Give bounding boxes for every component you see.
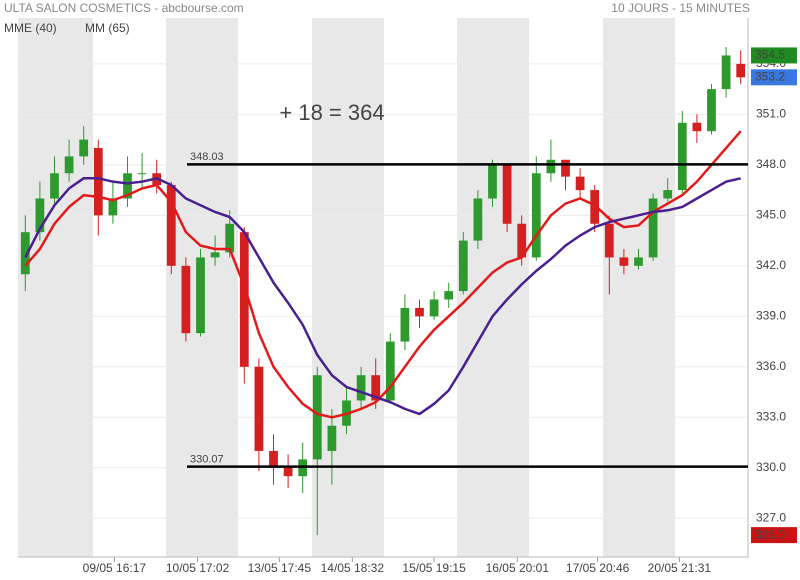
- candle-body: [137, 173, 147, 175]
- candle-body: [604, 223, 614, 258]
- x-tick-label: 14/05 18:32: [321, 561, 385, 575]
- candle-body: [634, 257, 643, 266]
- price-marker: [751, 47, 797, 64]
- candle-body: [488, 164, 497, 199]
- x-tick-label: 09/05 16:17: [83, 561, 147, 575]
- candle-body: [517, 223, 527, 258]
- y-tick-label: 345.0: [756, 208, 786, 222]
- candle-body: [108, 198, 118, 216]
- candle-body: [283, 467, 293, 477]
- annotation: + 18 = 364: [279, 100, 384, 125]
- shade: [603, 18, 675, 557]
- candle-body: [546, 159, 556, 174]
- candle-body: [444, 291, 454, 300]
- y-tick-label: 339.0: [756, 308, 786, 322]
- candle-body: [458, 240, 468, 292]
- candle-body: [415, 307, 424, 317]
- candle-body: [429, 299, 439, 317]
- candle-body: [371, 375, 381, 401]
- y-tick-label: 342.0: [756, 258, 786, 272]
- candle-body: [356, 375, 366, 401]
- y-tick-label: 348.0: [756, 157, 786, 171]
- candle-body: [721, 55, 731, 90]
- x-tick-label: 10/05 17:02: [166, 561, 230, 575]
- legend-entry: MME (40): [4, 21, 57, 35]
- candle-body: [50, 173, 59, 199]
- x-tick-label: 13/05 17:45: [248, 561, 312, 575]
- candle-body: [181, 265, 191, 334]
- candle-body: [254, 366, 264, 451]
- candle-body: [707, 89, 716, 132]
- candle-body: [64, 156, 74, 174]
- y-tick-label: 333.0: [756, 409, 786, 423]
- candle-body: [210, 252, 220, 258]
- y-tick-label: 336.0: [756, 359, 786, 373]
- candle-body: [35, 198, 45, 233]
- price-marker-label: 354.5: [755, 48, 785, 62]
- candle-body: [648, 198, 658, 258]
- x-tick-label: 20/05 21:31: [648, 561, 712, 575]
- candle-body: [736, 63, 746, 78]
- price-marker: [751, 527, 797, 544]
- candle-body: [312, 375, 322, 460]
- candle-body: [20, 232, 30, 275]
- ma-line: [24, 176, 741, 416]
- candle-body: [677, 122, 687, 191]
- level-label: 348.03: [190, 151, 224, 163]
- shade: [18, 18, 93, 557]
- candle-body: [93, 148, 103, 216]
- chart-title: ULTA SALON COSMETICS - abcbourse.com: [4, 1, 244, 15]
- level-label: 330.07: [190, 454, 224, 466]
- x-tick-label: 17/05 20:46: [566, 561, 630, 575]
- candle-body: [561, 159, 570, 177]
- candle-body: [663, 190, 673, 199]
- y-tick-label: 327.0: [756, 510, 786, 524]
- price-marker: [751, 69, 797, 86]
- candle-body: [531, 173, 541, 258]
- x-tick-label: 15/05 19:15: [402, 561, 466, 575]
- candle-body: [79, 139, 89, 157]
- candle-body: [502, 164, 512, 224]
- candle-body: [327, 425, 337, 451]
- y-tick-label: 330.0: [756, 460, 786, 474]
- candle-body: [400, 307, 410, 342]
- candle-body: [269, 450, 278, 468]
- chart-subtitle: 10 JOURS - 15 MINUTES: [611, 1, 750, 15]
- price-marker-label: 353.2: [755, 69, 785, 83]
- candle-body: [225, 223, 235, 253]
- candle-body: [239, 232, 249, 367]
- legend-entry: MM (65): [85, 21, 130, 35]
- ma-line: [24, 130, 742, 419]
- candle-body: [196, 257, 205, 334]
- candle-body: [619, 257, 629, 266]
- candle-body: [575, 176, 585, 191]
- candle-body: [123, 173, 132, 199]
- candle-body: [166, 185, 176, 266]
- candle-body: [473, 198, 483, 241]
- candle-body: [692, 122, 702, 132]
- price-marker-label: 326.0: [755, 527, 785, 541]
- candle-body: [385, 341, 395, 401]
- y-tick-label: 351.0: [756, 107, 786, 121]
- x-tick-label: 16/05 20:01: [486, 561, 550, 575]
